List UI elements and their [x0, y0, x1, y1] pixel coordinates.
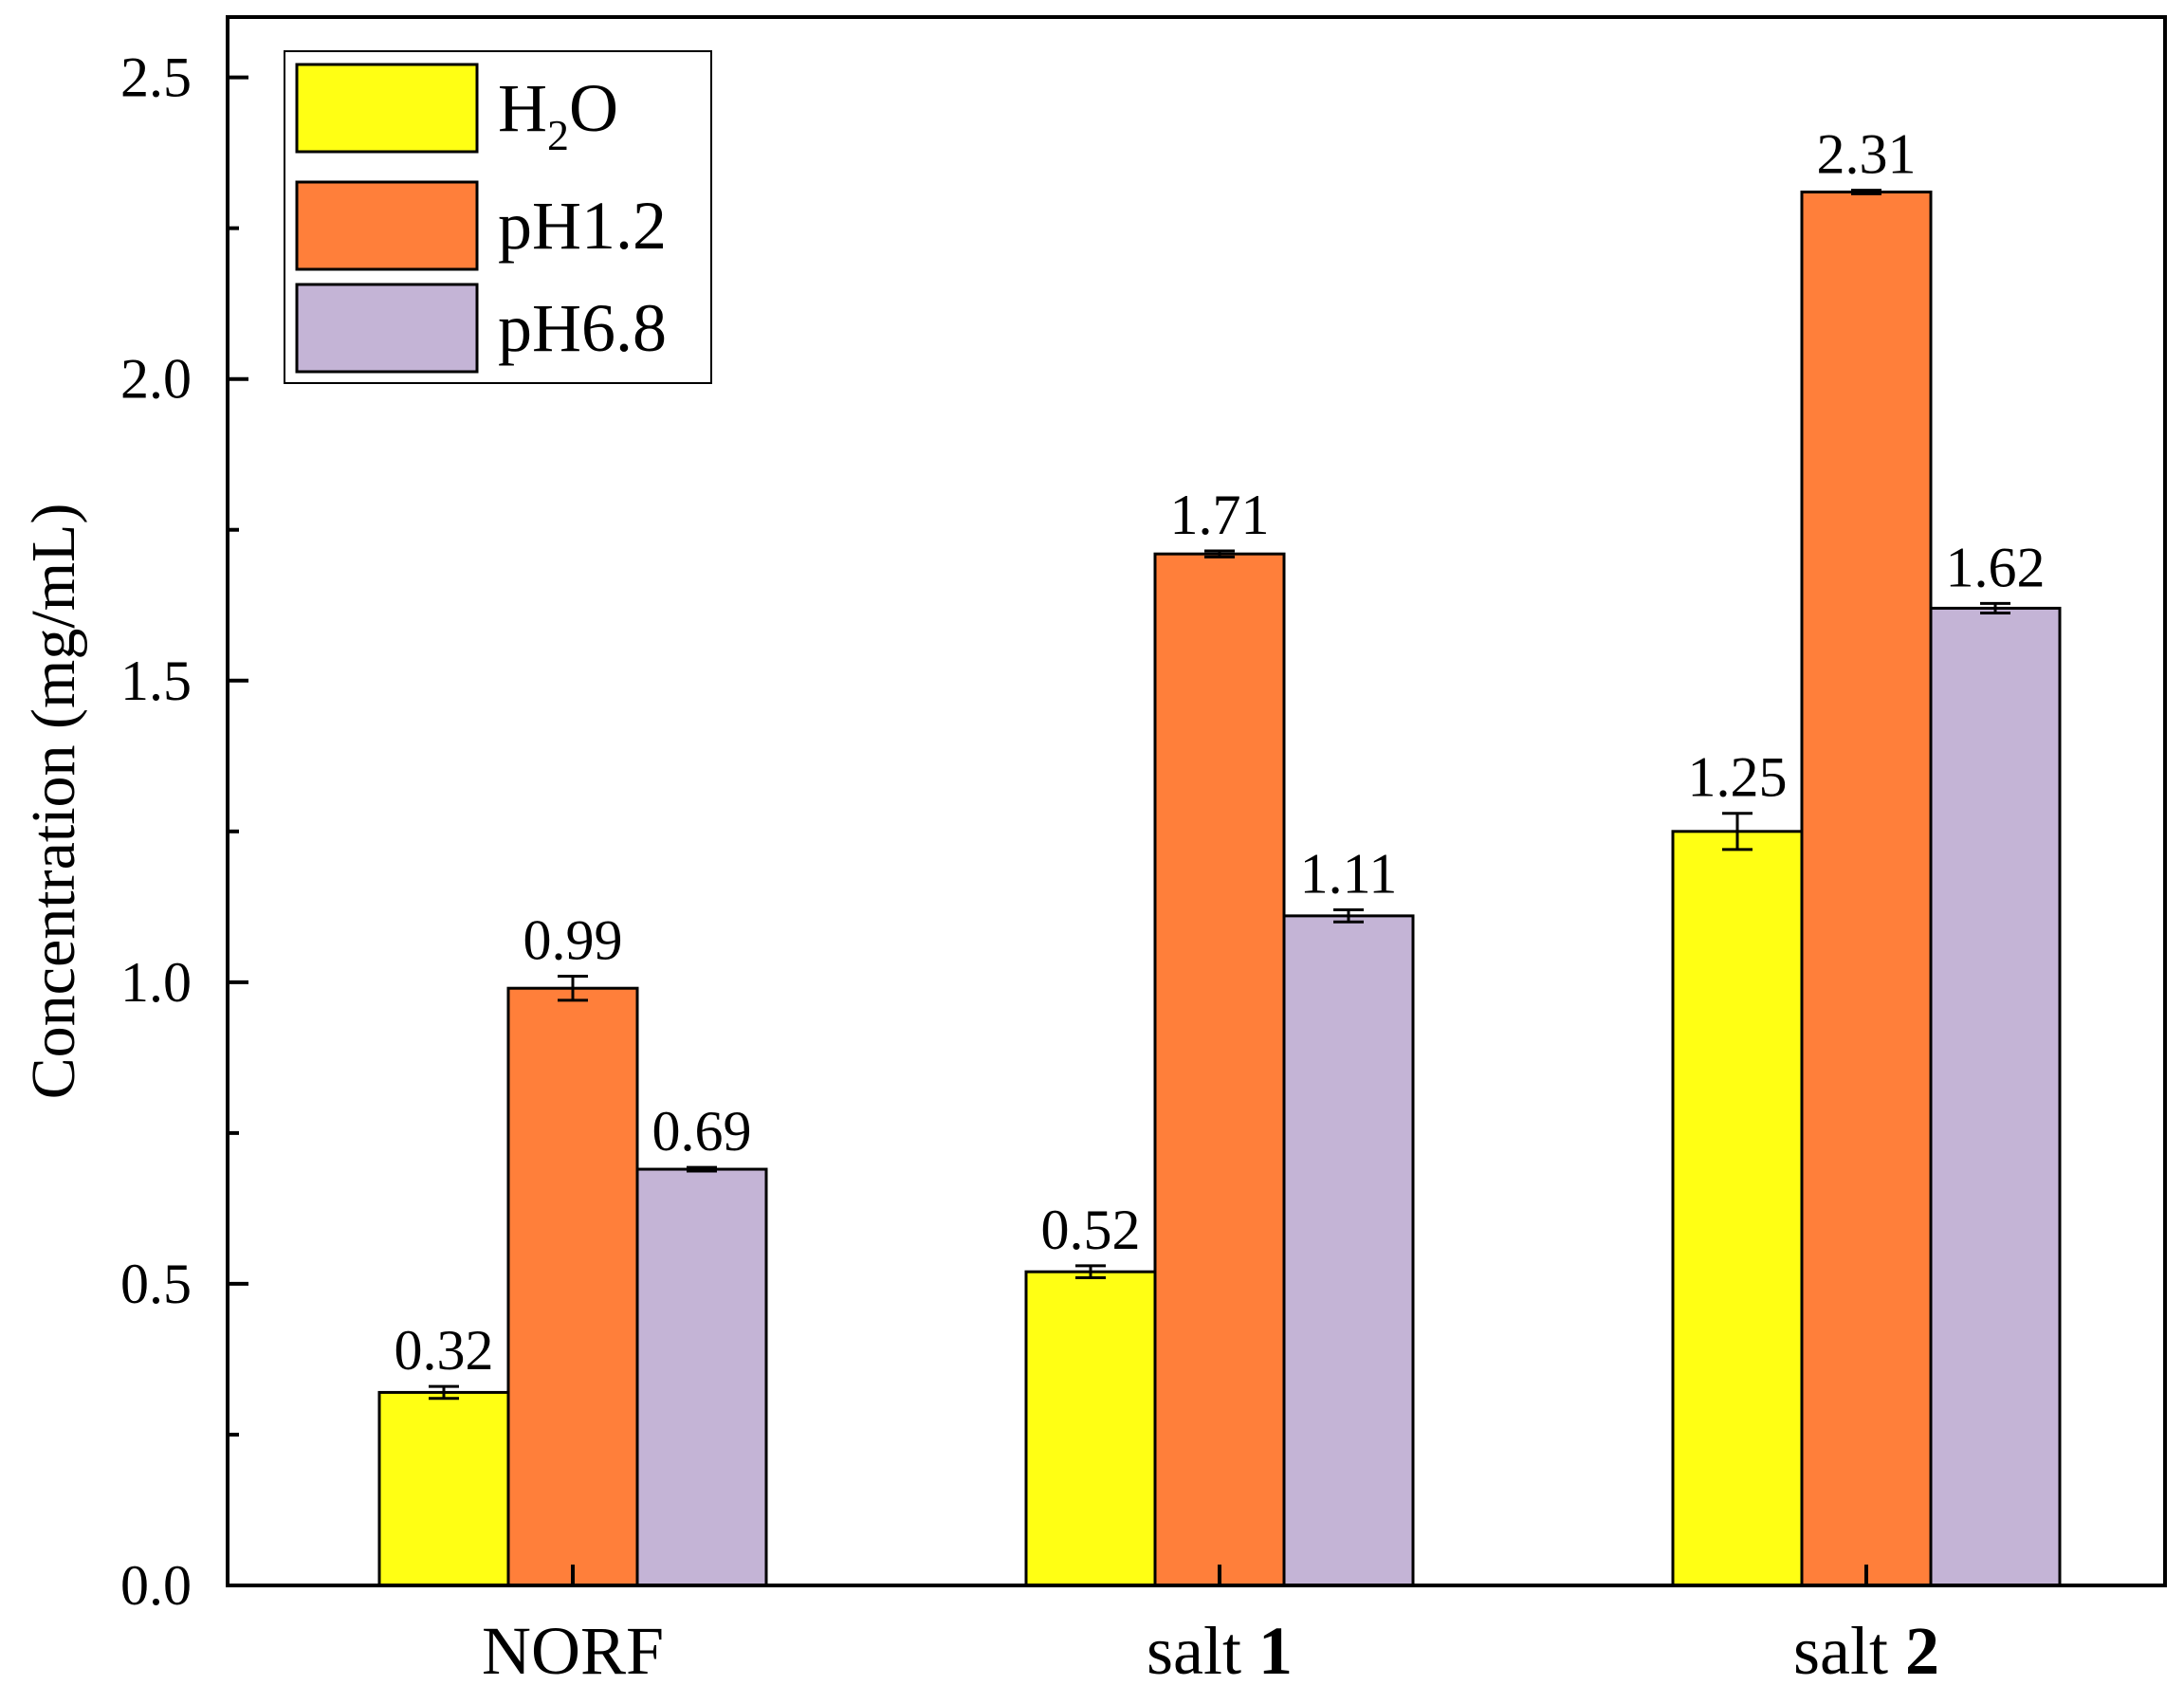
- data-label-2-2: 1.62: [1946, 536, 2046, 598]
- error-bar-1-0: [558, 974, 588, 1002]
- x-tick-label-2: salt 2: [1793, 1613, 1939, 1685]
- bar-1-2: [1800, 190, 1933, 1587]
- legend-swatch-2: [295, 283, 479, 374]
- legend-label-main: pH6.8: [498, 290, 667, 366]
- x-axis: NORF salt 1 salt 2: [482, 1565, 1939, 1685]
- y-tick-label: 0.0: [120, 1554, 192, 1617]
- error-bar-0-0: [429, 1384, 459, 1401]
- y-tick-label: 1.5: [120, 650, 192, 712]
- x-tick-label-1: salt 1: [1147, 1613, 1293, 1685]
- legend-label-main: pH1.2: [498, 188, 667, 264]
- legend-label-0: H2O: [498, 70, 618, 159]
- plot-frame: [226, 15, 2167, 1587]
- error-bar-1-1: [1204, 549, 1235, 559]
- error-bar-0-2: [1722, 812, 1753, 852]
- data-label-2-1: 1.11: [1300, 843, 1398, 906]
- x-tick-label-text: NORF: [482, 1613, 664, 1685]
- x-tick-label-text: salt: [1147, 1613, 1258, 1685]
- x-tick-label-0: NORF: [482, 1613, 664, 1685]
- bar-1-1: [1153, 552, 1286, 1587]
- data-label-0-1: 0.52: [1041, 1199, 1141, 1261]
- bar-1-0: [506, 986, 639, 1587]
- error-bar-2-0: [687, 1165, 717, 1173]
- x-tick-label-text: salt: [1793, 1613, 1905, 1685]
- y-axis: 0.0 0.5 1.0 1.5 2.0 2.5: [120, 46, 248, 1617]
- legend-swatch-1: [295, 180, 479, 271]
- error-bar-2-2: [1980, 601, 2010, 615]
- bars-layer: [377, 190, 2062, 1587]
- y-tick-label: 0.5: [120, 1253, 192, 1315]
- bar-0-2: [1671, 830, 1804, 1587]
- bar-2-0: [635, 1167, 768, 1587]
- y-tick-label: 2.5: [120, 46, 192, 109]
- legend-label-subscript: 2: [547, 111, 569, 159]
- legend-label-2: pH6.8: [498, 290, 667, 366]
- data-label-1-2: 2.31: [1817, 123, 1917, 186]
- error-bar-0-1: [1075, 1264, 1106, 1280]
- legend-swatch-0: [295, 63, 479, 154]
- y-axis-label: Concentration (mg/mL): [19, 504, 88, 1100]
- bar-2-2: [1929, 606, 2062, 1587]
- legend-label-main: H: [498, 70, 547, 146]
- bar-0-1: [1024, 1270, 1157, 1587]
- data-label-0-2: 1.25: [1688, 746, 1788, 809]
- y-tick-label: 1.0: [120, 951, 192, 1014]
- legend-label-tail: O: [569, 70, 618, 146]
- bar-0-0: [377, 1390, 510, 1587]
- data-label-1-1: 1.71: [1170, 484, 1270, 546]
- bar-2-1: [1282, 914, 1415, 1587]
- error-bar-1-2: [1851, 189, 1881, 195]
- error-bar-2-1: [1333, 908, 1364, 924]
- x-tick-label-number: 1: [1258, 1613, 1293, 1685]
- data-label-2-0: 0.69: [652, 1100, 752, 1163]
- legend-label-1: pH1.2: [498, 188, 667, 264]
- data-labels-layer: 0.32 0.52 1.25 0.99 1.71 2.31 0.69 1.11 1.62: [395, 123, 2046, 1382]
- y-tick-label: 2.0: [120, 348, 192, 411]
- data-label-0-0: 0.32: [395, 1319, 494, 1382]
- x-tick-label-number: 2: [1905, 1613, 1939, 1685]
- data-label-1-0: 0.99: [523, 908, 623, 971]
- error-bars-layer: [429, 189, 2010, 1401]
